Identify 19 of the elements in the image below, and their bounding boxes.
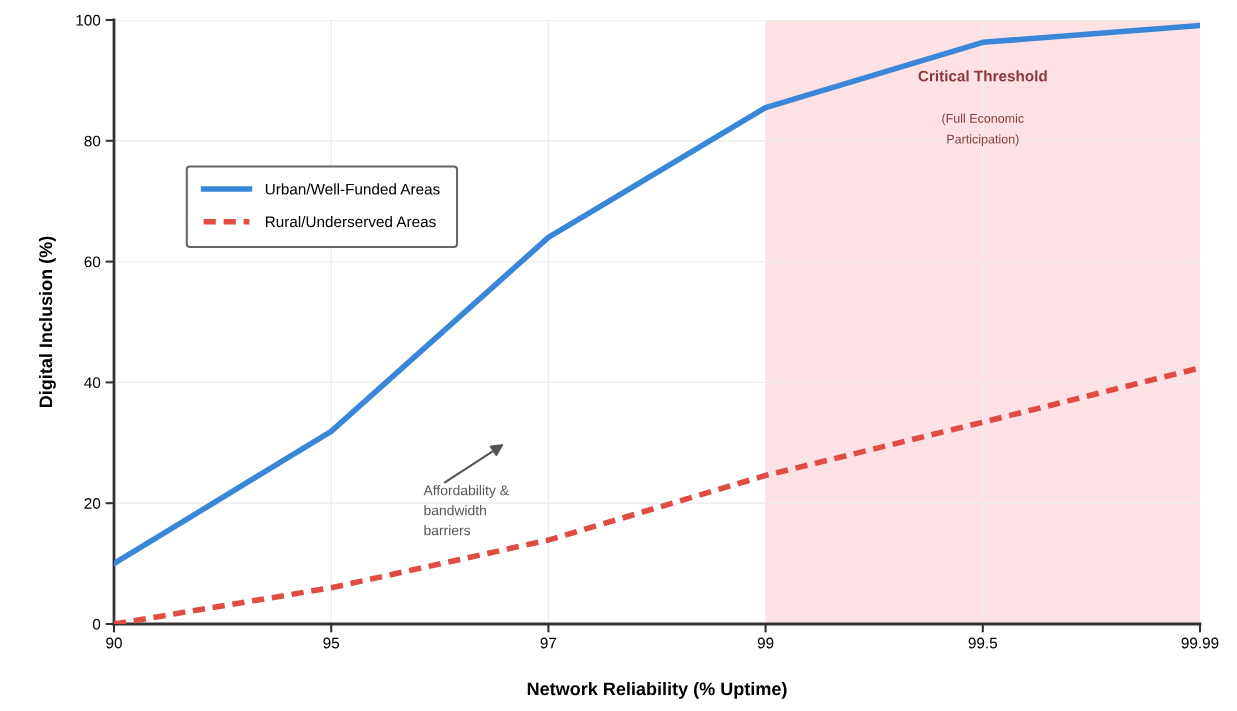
y-tick-label: 20 (84, 498, 101, 509)
legend-label: Urban/Well-Funded Areas (265, 183, 440, 195)
x-tick-label: 95 (323, 637, 340, 649)
x-tick-label: 99.5 (968, 637, 998, 649)
y-tick-label: 80 (84, 135, 101, 147)
y-tick-label: 60 (84, 256, 101, 268)
y-tick-label: 40 (84, 377, 101, 389)
x-axis-title: Network Reliability (% Uptime) (527, 681, 787, 699)
annotation: Affordability & bandwidth barriers (423, 485, 509, 536)
x-tick-label: 99.99 (1181, 637, 1219, 649)
band-label: Critical Threshold (918, 70, 1047, 82)
y-tick-label: 0 (92, 618, 101, 630)
y-axis-title: Digital Inclusion (%) (38, 236, 56, 408)
x-tick-label: 90 (106, 637, 122, 649)
x-tick-label: 97 (540, 637, 557, 649)
y-tick-label: 100 (76, 14, 101, 26)
x-tick-label: 99 (757, 637, 774, 649)
annotation: (Full Economic Participation) (942, 113, 1024, 146)
legend-label: Rural/Underserved Areas (265, 215, 436, 228)
